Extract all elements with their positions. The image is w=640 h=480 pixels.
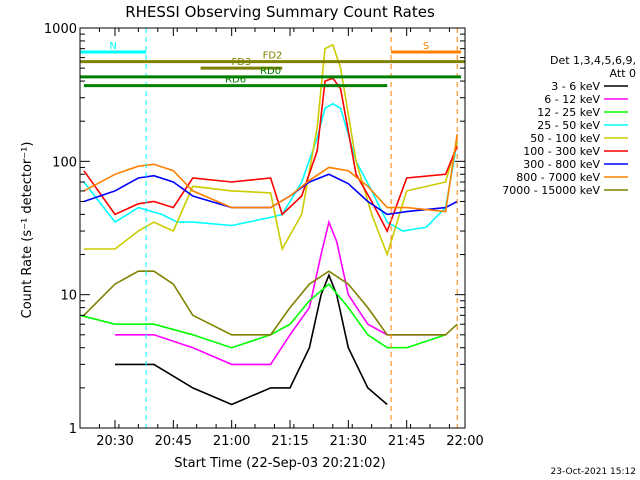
legend-label: 3 - 6 keV (551, 80, 600, 93)
y-tick-label: 1000 (44, 22, 77, 37)
series-line-3 (83, 102, 458, 232)
x-tick-label: 21:30 (330, 434, 367, 449)
x-axis: 20:30 20:45 21:00 21:15 21:30 21:45 22:00 (79, 28, 484, 449)
legend-header-line-1: Det 1,3,4,5,6,9, (550, 54, 636, 67)
series-line-1 (115, 219, 446, 366)
annotation-label: RD6 (225, 75, 246, 86)
timestamp: 23-Oct-2021 15:12 (551, 467, 636, 477)
series-line-7 (83, 133, 458, 213)
series-line-4 (83, 43, 458, 257)
legend-label: 7000 - 15000 keV (502, 184, 600, 197)
x-tick-label: 21:15 (271, 434, 308, 449)
y-axis: 1 10 100 1000 (44, 22, 465, 437)
series-line-0 (115, 273, 388, 406)
series-line-2 (79, 282, 446, 349)
annotation-bars: N S FD2 FD3 RD0 RD6 (80, 41, 465, 88)
legend-label: 50 - 100 keV (530, 132, 600, 145)
legend-label: 300 - 800 keV (523, 158, 600, 171)
plot-frame (79, 27, 466, 429)
y-axis-label: Count Rate (s⁻¹ detector⁻¹) (20, 142, 35, 319)
legend-label: 100 - 300 keV (523, 145, 600, 158)
annotation-label: FD3 (231, 57, 251, 68)
x-tick-label: 21:45 (388, 434, 425, 449)
annotation-label: FD2 (263, 51, 283, 62)
x-axis-label: Start Time (22-Sep-03 20:21:02) (174, 456, 385, 471)
x-tick-label: 22:00 (446, 434, 483, 449)
annotation-label: S (423, 41, 429, 52)
y-tick-label: 1 (69, 422, 77, 437)
annotation-label: N (109, 41, 116, 52)
chart-title: RHESSI Observing Summary Count Rates (125, 3, 435, 21)
y-tick-label: 100 (52, 155, 77, 170)
plot-lines (79, 28, 458, 428)
legend-header-line-2: Att 0 (610, 67, 636, 80)
annotation-label: RD0 (260, 66, 281, 77)
x-tick-label: 20:45 (155, 434, 192, 449)
legend-label: 12 - 25 keV (537, 106, 600, 119)
series-line-5 (83, 77, 458, 234)
x-tick-label: 21:00 (213, 434, 250, 449)
legend-label: 25 - 50 keV (537, 119, 600, 132)
y-tick-label: 10 (60, 289, 77, 304)
legend-label: 800 - 7000 keV (516, 171, 600, 184)
x-tick-label: 20:30 (96, 434, 133, 449)
series-line-8 (83, 270, 458, 336)
legend-label: 6 - 12 keV (544, 93, 600, 106)
